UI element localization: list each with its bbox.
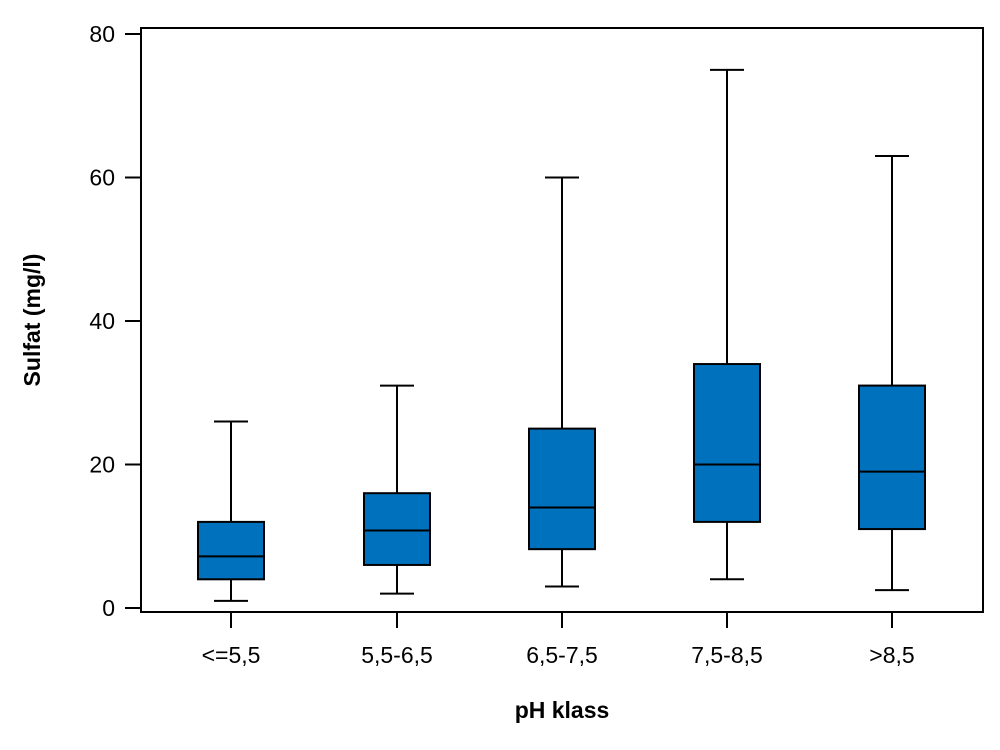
y-axis-title: Sulfat (mg/l) [19,254,45,387]
x-tick-label: 7,5-8,5 [691,642,763,668]
y-tick-label: 0 [102,595,115,621]
box-1 [197,420,265,602]
iqr-box [528,427,596,551]
box-2 [363,384,431,595]
iqr-box [363,492,431,566]
iqr-box [197,520,265,581]
y-tick-label: 20 [89,452,115,478]
x-tick-label: 6,5-7,5 [526,642,598,668]
y-tick-label: 60 [89,165,115,191]
box-5 [858,154,926,592]
box-series [197,68,926,602]
y-tick-label: 80 [89,21,115,47]
x-tick-label: 5,5-6,5 [361,642,433,668]
y-axis: 0 20 40 60 80 [89,21,141,621]
x-tick-label: <=5,5 [202,642,261,668]
x-axis: <=5,5 5,5-6,5 6,5-7,5 7,5-8,5 >8,5 [202,612,915,668]
iqr-box [693,363,761,523]
box-4 [693,68,761,581]
box-3 [528,176,596,588]
x-axis-title: pH klass [515,697,610,723]
x-tick-label: >8,5 [869,642,914,668]
iqr-box [858,384,926,531]
y-tick-label: 40 [89,308,115,334]
